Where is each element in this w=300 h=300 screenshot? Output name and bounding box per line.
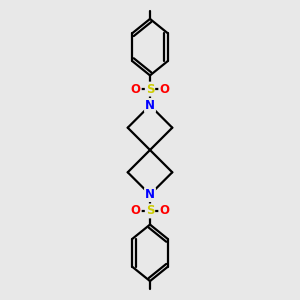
Text: S: S: [146, 204, 154, 218]
Text: O: O: [159, 82, 169, 96]
Text: O: O: [131, 82, 141, 96]
Text: O: O: [131, 204, 141, 218]
Text: N: N: [145, 188, 155, 201]
Text: S: S: [146, 82, 154, 96]
Text: N: N: [145, 99, 155, 112]
Text: O: O: [159, 204, 169, 218]
